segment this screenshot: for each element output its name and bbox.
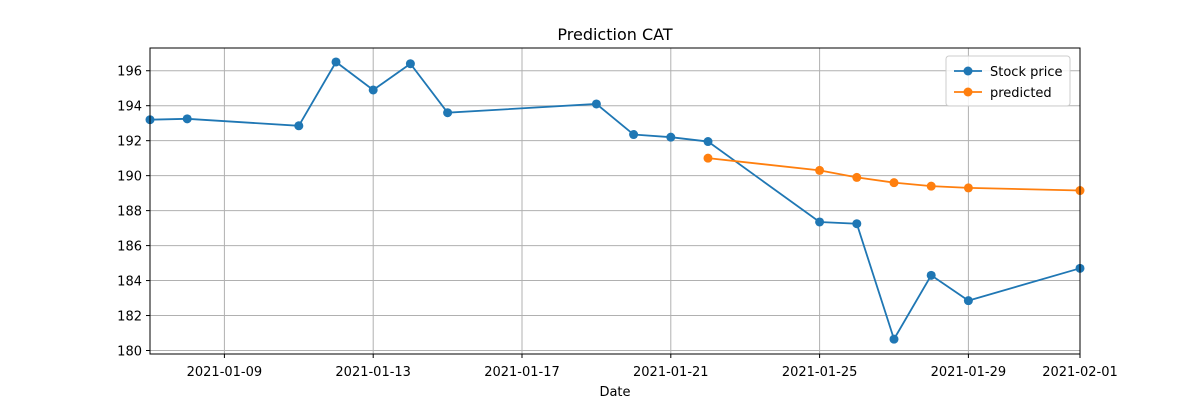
y-tick-label: 196 [117, 65, 142, 80]
y-tick-label: 188 [117, 205, 142, 220]
x-tick-label: 2021-01-09 [187, 365, 263, 380]
data-point [815, 217, 825, 227]
y-axis: 180 182 184 186 188 190 192 194 196 [117, 65, 150, 360]
data-point [629, 130, 639, 140]
data-point [182, 114, 192, 124]
data-point [405, 59, 415, 69]
data-point [294, 121, 304, 131]
legend-label: Stock price [990, 65, 1062, 80]
legend-marker [963, 66, 973, 76]
y-tick-label: 180 [117, 345, 142, 360]
y-tick-label: 182 [117, 310, 142, 325]
x-tick-label: 2021-01-17 [484, 365, 560, 380]
data-point [963, 296, 973, 306]
plot-area-frame [149, 47, 1081, 355]
legend: Stock price predicted [945, 55, 1071, 107]
data-point [926, 181, 936, 191]
series-line [149, 60, 1081, 342]
x-tick-label: 2021-01-29 [931, 365, 1007, 380]
data-point [331, 57, 341, 67]
x-tick-label: 2021-01-13 [335, 365, 411, 380]
series-layer [145, 57, 1085, 344]
data-point [703, 137, 713, 147]
x-tick-label: 2021-01-21 [633, 365, 709, 380]
y-tick-label: 194 [117, 100, 142, 115]
data-point [926, 270, 936, 280]
chart-title: Prediction CAT [557, 25, 672, 44]
data-point [889, 178, 899, 188]
y-tick-label: 186 [117, 240, 142, 255]
y-tick-label: 184 [117, 275, 142, 290]
data-point [591, 99, 601, 109]
data-point [666, 132, 676, 142]
y-tick-label: 192 [117, 135, 142, 150]
data-point [889, 334, 899, 344]
data-point [815, 165, 825, 175]
x-axis-label: Date [599, 385, 630, 400]
data-point [852, 172, 862, 182]
legend-marker [963, 87, 973, 97]
grid [150, 48, 1081, 354]
x-axis: 2021-01-09 2021-01-13 2021-01-17 2021-01-21… [187, 354, 1118, 380]
x-tick-label: 2021-01-25 [782, 365, 858, 380]
data-point [443, 108, 453, 118]
series-1 [703, 153, 1085, 196]
data-point [852, 219, 862, 229]
data-point [368, 85, 378, 95]
data-point [963, 183, 973, 193]
series-0 [145, 57, 1085, 344]
x-tick-label: 2021-02-01 [1042, 365, 1118, 380]
y-tick-label: 190 [117, 170, 142, 185]
data-point [703, 153, 713, 163]
legend-box [945, 55, 1071, 107]
legend-label: predicted [990, 86, 1052, 101]
